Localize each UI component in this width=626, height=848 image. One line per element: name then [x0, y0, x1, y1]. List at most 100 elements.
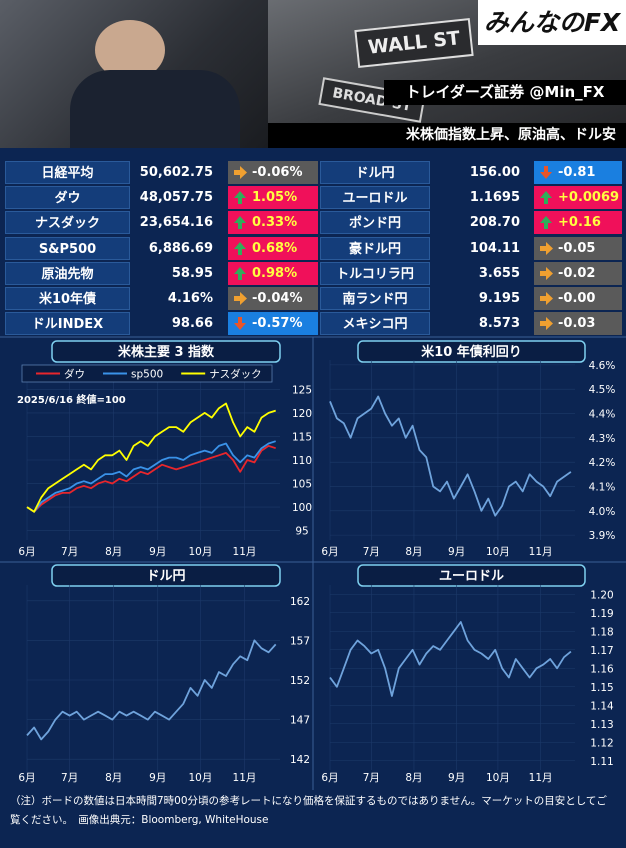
series-line	[329, 395, 572, 517]
row-change: -0.05	[534, 236, 622, 260]
y-tick-label: 125	[292, 384, 312, 396]
arrow-shape	[540, 292, 553, 305]
row-change: -0.02	[534, 261, 622, 285]
direction-arrow	[540, 266, 553, 280]
y-tick-label: 1.17	[590, 645, 613, 657]
arrow-shape	[234, 166, 247, 179]
legend-label: ナスダック	[209, 368, 262, 381]
legend-box	[21, 364, 273, 383]
arrow-shape	[540, 216, 552, 230]
direction-arrow	[234, 317, 246, 331]
row-value: 1.1695	[469, 190, 520, 206]
y-tick-label: 1.11	[590, 756, 613, 768]
row-name: トルコリラ円	[320, 261, 430, 285]
y-tick-label: 1.13	[590, 719, 613, 731]
row-value: 48,057.75	[139, 190, 213, 206]
direction-arrow	[234, 191, 246, 205]
row-value: 4.16%	[167, 291, 213, 306]
row-value: 50,602.75	[139, 165, 213, 180]
direction-arrow	[234, 241, 246, 255]
photo-left	[0, 0, 268, 148]
row-value: 9.195	[478, 291, 520, 306]
x-tick-label: 9月	[149, 546, 166, 558]
row-change: 1.05%	[228, 186, 318, 210]
y-tick-label: 162	[290, 596, 310, 608]
x-tick-label: 10月	[486, 772, 510, 784]
arrow-shape	[234, 317, 246, 331]
row-change: +0.16	[534, 211, 622, 235]
row-name: 原油先物	[5, 261, 130, 285]
y-tick-label: 142	[290, 754, 310, 766]
arrow-shape	[540, 317, 553, 331]
y-tick-label: 147	[290, 715, 310, 727]
y-tick-label: 1.12	[590, 737, 613, 749]
x-tick-label: 7月	[61, 546, 78, 558]
x-tick-label: 11月	[529, 546, 553, 558]
legend-label: sp500	[131, 369, 163, 381]
y-tick-label: 120	[292, 408, 312, 420]
y-tick-label: 157	[290, 635, 310, 647]
direction-arrow	[540, 166, 552, 179]
row-value: 98.66	[171, 316, 213, 332]
row-value: 58.95	[171, 265, 213, 281]
arrow-shape	[540, 266, 553, 280]
headline: 米株価指数上昇、原油高、ドル安	[268, 123, 626, 148]
y-tick-label: 4.4%	[589, 409, 616, 421]
x-tick-label: 9月	[448, 772, 465, 784]
row-change: 0.33%	[228, 211, 318, 235]
row-name: ポンド円	[320, 211, 430, 235]
x-tick-label: 7月	[363, 546, 380, 558]
row-change: -0.00	[534, 287, 622, 310]
x-tick-label: 11月	[529, 772, 553, 784]
row-name: 米10年債	[5, 287, 130, 310]
x-tick-label: 7月	[363, 772, 380, 784]
row-name: 豪ドル円	[320, 236, 430, 260]
series-line	[329, 621, 572, 697]
direction-arrow	[234, 216, 246, 230]
x-tick-label: 10月	[188, 546, 212, 558]
row-name: メキシコ円	[320, 312, 430, 336]
legend-label: ダウ	[64, 368, 85, 381]
y-tick-label: 1.14	[590, 700, 614, 712]
source-banner: トレイダーズ証券 @Min_FX	[384, 80, 626, 105]
y-tick-label: 4.5%	[589, 384, 616, 396]
y-tick-label: 1.18	[590, 626, 613, 638]
row-change: +0.0069	[534, 186, 622, 210]
row-change: 0.68%	[228, 236, 318, 260]
charts: 米株主要 3 指数 95 100 105 110 115 120 125 6月 7月 8月 9月 10月…	[0, 336, 626, 790]
arrow-shape	[234, 266, 246, 280]
arrow-shape	[234, 191, 246, 205]
y-tick-label: 110	[292, 455, 312, 467]
row-name: ドルINDEX	[5, 312, 130, 336]
series-line	[26, 445, 276, 513]
arrow-shape	[234, 216, 246, 230]
chart-title-box	[357, 340, 586, 363]
x-tick-label: 8月	[405, 546, 422, 558]
arrow-shape	[540, 241, 553, 255]
row-value: 208.70	[469, 215, 520, 231]
y-tick-label: 4.6%	[589, 360, 616, 372]
x-tick-label: 9月	[149, 772, 166, 784]
chart-title: 米株主要 3 指数	[118, 344, 215, 360]
y-tick-label: 105	[292, 479, 312, 491]
series-line	[26, 639, 277, 741]
row-name: ダウ	[5, 186, 130, 210]
row-value: 6,886.69	[148, 240, 213, 256]
series-line	[26, 440, 276, 513]
arrow-shape	[540, 191, 552, 205]
chart-title: 米10 年債利回り	[421, 344, 522, 360]
x-tick-label: 11月	[233, 772, 257, 784]
row-value: 3.655	[478, 265, 520, 281]
y-tick-label: 4.2%	[589, 457, 616, 469]
row-name: S&P500	[5, 236, 130, 260]
arrow-shape	[234, 292, 247, 305]
row-change: -0.04%	[228, 287, 318, 310]
annotation: 2025/6/16 終値=100	[17, 393, 126, 406]
x-tick-label: 6月	[18, 546, 35, 558]
y-tick-label: 1.15	[590, 682, 613, 694]
row-value: 23,654.16	[139, 215, 213, 231]
logo: みんなのFX	[478, 0, 626, 45]
arrow-shape	[540, 166, 552, 179]
chart-title: ドル円	[146, 569, 185, 584]
